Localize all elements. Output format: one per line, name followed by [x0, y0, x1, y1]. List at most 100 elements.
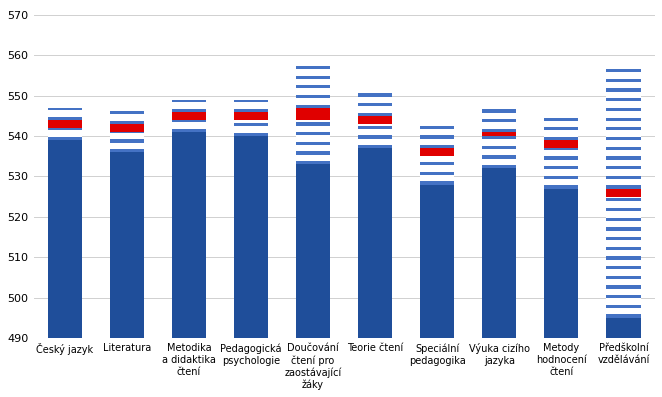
Bar [420, 145, 454, 148]
Bar [234, 120, 268, 136]
Bar [544, 185, 579, 189]
Bar [234, 133, 268, 136]
Bar [296, 122, 330, 125]
Bar [296, 142, 330, 145]
Bar [606, 127, 641, 131]
Bar [296, 95, 330, 98]
Bar [420, 172, 454, 175]
Bar [606, 295, 641, 299]
Bar [606, 89, 641, 92]
Bar [606, 166, 641, 169]
Bar [296, 108, 330, 120]
Bar [482, 119, 516, 122]
Bar [172, 129, 206, 132]
Bar [606, 266, 641, 269]
Bar [420, 148, 454, 156]
Bar [482, 146, 516, 149]
Bar [420, 124, 454, 148]
Bar [48, 108, 82, 120]
Bar [544, 148, 579, 150]
Bar [110, 111, 144, 114]
Bar [296, 161, 330, 164]
Bar [544, 156, 579, 160]
Bar [544, 166, 579, 169]
Bar [606, 227, 641, 231]
Bar [110, 152, 144, 338]
Bar [358, 124, 393, 148]
Bar [234, 136, 268, 338]
Bar [420, 181, 454, 185]
Bar [358, 116, 393, 124]
Bar [606, 208, 641, 211]
Bar [482, 136, 516, 168]
Bar [420, 125, 454, 129]
Bar [606, 197, 641, 318]
Bar [172, 100, 206, 112]
Bar [296, 132, 330, 135]
Bar [48, 128, 82, 140]
Bar [482, 168, 516, 338]
Bar [296, 120, 330, 164]
Bar [48, 117, 82, 120]
Bar [482, 132, 516, 136]
Bar [358, 103, 393, 106]
Bar [544, 148, 579, 189]
Bar [234, 112, 268, 120]
Bar [606, 198, 641, 202]
Bar [606, 285, 641, 289]
Bar [544, 112, 579, 140]
Bar [606, 256, 641, 260]
Bar [358, 125, 393, 129]
Bar [48, 128, 82, 131]
Bar [606, 118, 641, 121]
Bar [606, 237, 641, 240]
Bar [296, 85, 330, 89]
Bar [544, 137, 579, 140]
Bar [420, 156, 454, 185]
Bar [296, 164, 330, 338]
Bar [48, 140, 82, 338]
Bar [110, 149, 144, 152]
Bar [296, 66, 330, 69]
Bar [420, 135, 454, 139]
Bar [110, 121, 144, 124]
Bar [606, 189, 641, 197]
Bar [172, 132, 206, 338]
Bar [234, 109, 268, 112]
Bar [606, 79, 641, 82]
Bar [606, 218, 641, 221]
Bar [482, 136, 516, 139]
Bar [110, 132, 144, 133]
Bar [544, 175, 579, 179]
Bar [48, 137, 82, 140]
Bar [420, 185, 454, 338]
Bar [358, 93, 393, 96]
Bar [358, 92, 393, 116]
Bar [358, 148, 393, 338]
Bar [482, 165, 516, 168]
Bar [606, 175, 641, 179]
Bar [234, 100, 268, 102]
Bar [110, 132, 144, 152]
Bar [358, 113, 393, 116]
Bar [606, 276, 641, 279]
Bar [172, 120, 206, 132]
Bar [606, 305, 641, 308]
Bar [544, 127, 579, 131]
Bar [606, 247, 641, 250]
Bar [544, 189, 579, 338]
Bar [358, 135, 393, 139]
Bar [296, 64, 330, 108]
Bar [606, 98, 641, 101]
Bar [482, 129, 516, 132]
Bar [172, 112, 206, 120]
Bar [606, 137, 641, 140]
Bar [482, 156, 516, 159]
Bar [110, 124, 144, 132]
Bar [606, 185, 641, 189]
Bar [606, 69, 641, 72]
Bar [172, 109, 206, 112]
Bar [172, 100, 206, 102]
Bar [606, 67, 641, 189]
Bar [48, 120, 82, 128]
